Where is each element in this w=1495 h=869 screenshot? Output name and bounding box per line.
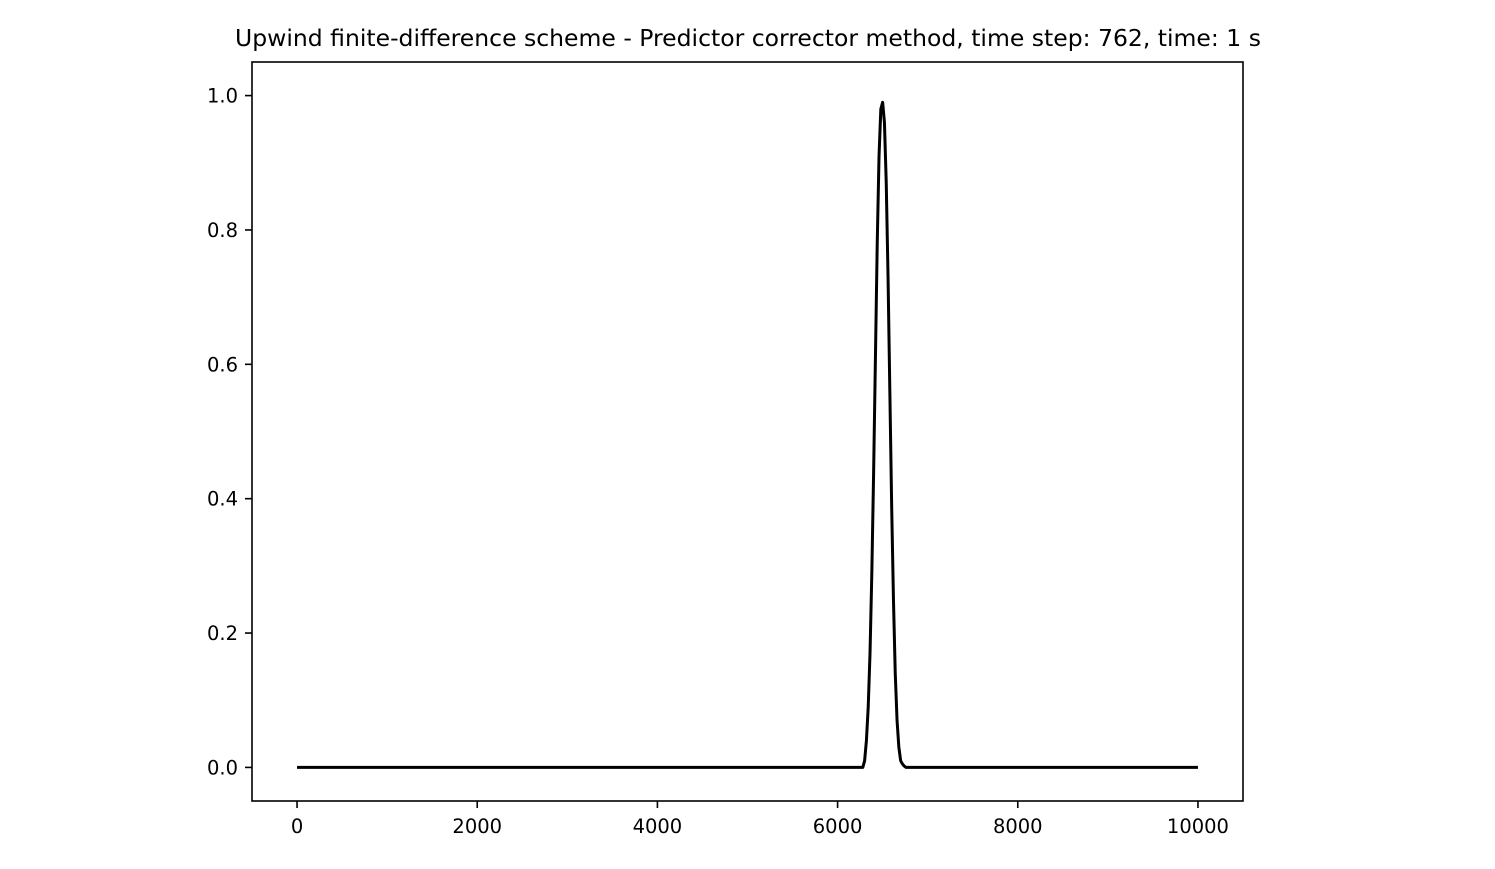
x-tick-label: 8000 [993,815,1043,838]
y-tick-label: 1.0 [207,85,238,108]
y-tick-label: 0.8 [207,219,238,242]
x-tick-label: 10000 [1167,815,1229,838]
y-tick-label: 0.2 [207,622,238,645]
y-tick-label: 0.6 [207,353,238,376]
x-tick-label: 4000 [633,815,683,838]
x-tick-label: 0 [291,815,303,838]
y-tick-label: 0.4 [207,488,238,511]
y-tick-label: 0.0 [207,756,238,779]
axes-frame [251,61,1244,802]
plot-series [297,100,1198,769]
x-tick-label: 2000 [452,815,502,838]
chart-title: Upwind finite-difference scheme - Predic… [235,24,1261,52]
x-axis-ticks: 0 2000 4000 6000 8000 10000 [291,801,1229,838]
x-tick-label: 6000 [813,815,863,838]
y-axis-ticks: 0.0 0.2 0.4 0.6 0.8 1.0 [207,85,252,779]
series-line [297,100,1198,769]
